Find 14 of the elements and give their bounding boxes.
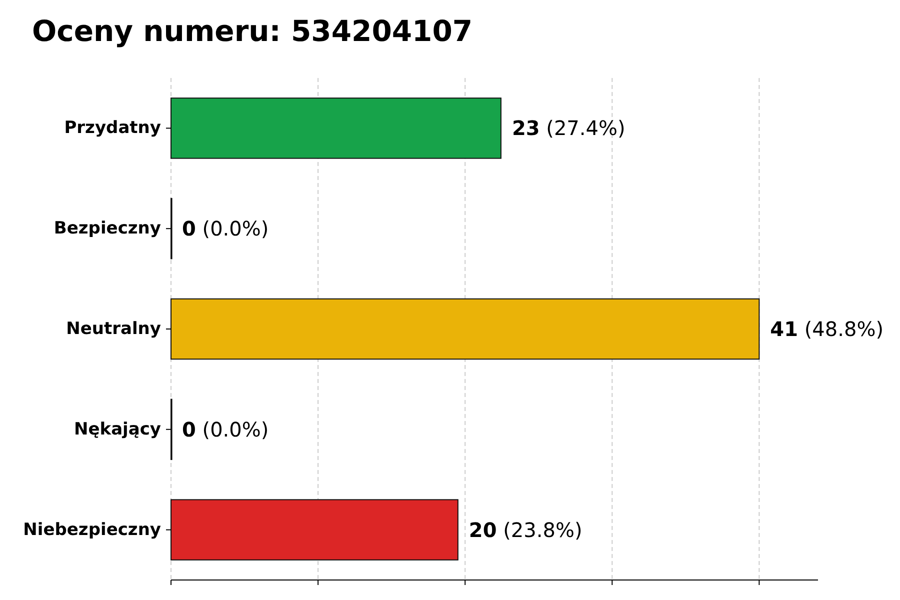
bar [170,298,760,360]
y-tick-label: Bezpieczny [54,218,161,239]
data-label: 23 (27.4%) [512,116,626,140]
data-label: 0 (0.0%) [182,417,269,442]
y-tick-label: Przydatny [64,118,161,138]
bar [170,499,458,560]
data-label: 20 (23.8%) [468,518,582,542]
data-label: 0 (0.0%) [182,216,269,241]
data-label: 41 (48.8%) [770,317,884,341]
y-tick-label: Nękający [74,419,161,440]
y-tick-label: Neutralny [66,319,161,339]
chart-title: Oceny numeru: 534204107 [32,14,473,48]
y-tick-label: Niebezpieczny [23,520,161,540]
bar [170,98,502,159]
